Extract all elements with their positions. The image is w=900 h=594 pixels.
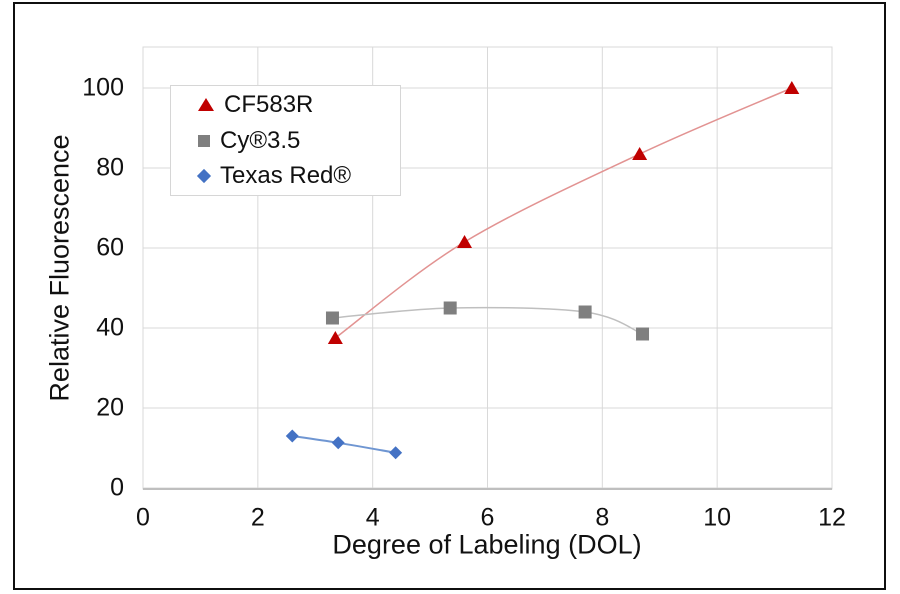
triangle-marker-icon bbox=[198, 98, 214, 112]
x-tick-label: 2 bbox=[250, 503, 265, 532]
x-tick-label: 12 bbox=[818, 503, 846, 532]
x-axis-title: Degree of Labeling (DOL) bbox=[332, 529, 642, 560]
y-tick-label: 40 bbox=[96, 313, 124, 342]
y-axis-title: Relative Fluorescence bbox=[44, 134, 75, 402]
legend-label-cy35: Cy®3.5 bbox=[220, 126, 301, 154]
x-tick-label: 6 bbox=[480, 503, 495, 532]
x-tick-label: 4 bbox=[365, 503, 380, 532]
x-tick-label: 8 bbox=[595, 503, 610, 532]
y-tick-label: 0 bbox=[110, 473, 124, 502]
x-tick-label: 10 bbox=[703, 503, 732, 532]
x-tick-label: 0 bbox=[136, 503, 150, 532]
y-tick-label: 100 bbox=[82, 73, 124, 102]
legend: CF583R Cy®3.5 Texas Red® bbox=[170, 85, 401, 196]
y-tick-label: 60 bbox=[96, 233, 124, 262]
y-tick-label: 80 bbox=[96, 153, 124, 182]
legend-item-cy35: Cy®3.5 bbox=[198, 124, 400, 158]
y-tick-label: 20 bbox=[96, 393, 124, 422]
diamond-marker-icon bbox=[196, 169, 212, 184]
legend-item-cf583r: CF583R bbox=[198, 88, 400, 122]
legend-label-cf583r: CF583R bbox=[224, 90, 314, 118]
legend-item-texas-red: Texas Red® bbox=[196, 159, 400, 193]
chart-frame bbox=[13, 2, 886, 590]
square-marker-icon bbox=[198, 134, 210, 147]
legend-label-texas-red: Texas Red® bbox=[220, 162, 352, 190]
